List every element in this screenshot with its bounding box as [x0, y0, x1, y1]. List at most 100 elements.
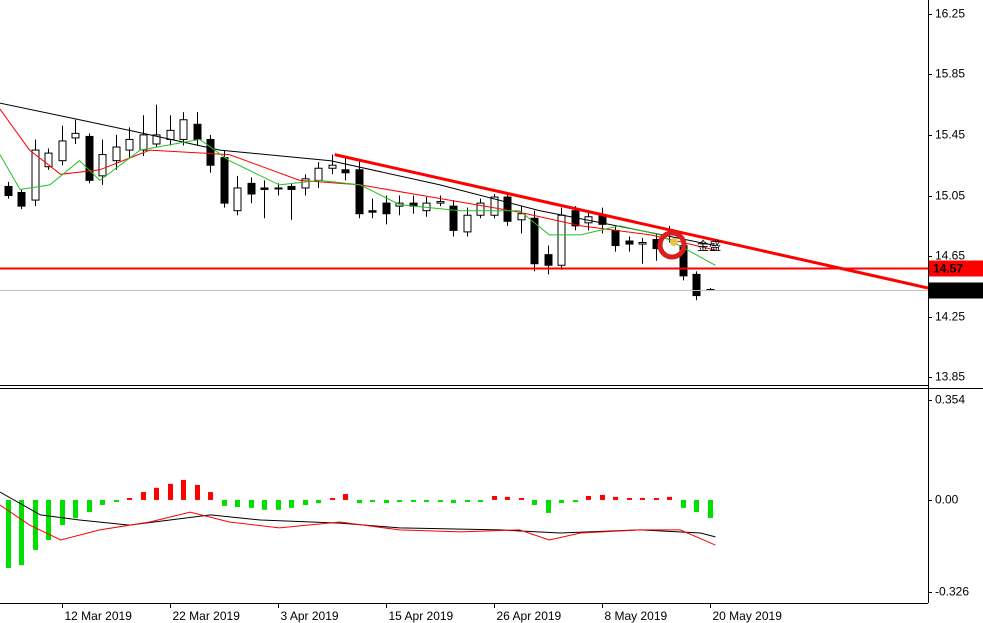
- candle-body: [341, 169, 350, 174]
- candle-body: [71, 132, 80, 139]
- histogram-bar: [546, 499, 551, 513]
- trend-line: [334, 153, 928, 290]
- indicator-line: [0, 108, 716, 251]
- candle-body: [517, 213, 526, 221]
- histogram-bar: [478, 499, 483, 502]
- candle-body: [206, 138, 215, 166]
- macd-panel: [0, 479, 716, 568]
- histogram-bar: [33, 499, 38, 550]
- candle-body: [260, 187, 269, 190]
- indicator-line: [0, 102, 716, 247]
- candle-body: [247, 182, 256, 195]
- candle-body: [287, 185, 296, 190]
- candle-body: [125, 138, 134, 151]
- y-tick-label: 14.65: [935, 249, 965, 263]
- logo-dot: [670, 238, 678, 246]
- candle-body: [328, 164, 337, 169]
- x-tick-label: 22 Mar 2019: [173, 609, 241, 623]
- price-panel: 金盛: [0, 102, 928, 301]
- histogram-bar: [60, 499, 65, 526]
- candle-body: [17, 192, 26, 207]
- y-tick-label: 16.25: [935, 7, 965, 21]
- candle-body: [436, 201, 445, 204]
- histogram-bar: [411, 499, 416, 502]
- candle-body: [220, 157, 229, 204]
- candle-body: [4, 185, 13, 197]
- histogram-bar: [492, 496, 497, 500]
- histogram-bar: [370, 499, 375, 502]
- histogram-bar: [573, 499, 578, 502]
- x-tick-label: 8 May 2019: [605, 609, 668, 623]
- candle-body: [692, 273, 701, 297]
- histogram-bar: [6, 499, 11, 568]
- candle-body: [112, 146, 121, 162]
- histogram-bar: [222, 499, 227, 506]
- candle-body: [638, 242, 647, 245]
- histogram-bar: [654, 497, 659, 500]
- histogram-bar: [289, 499, 294, 508]
- candle-body: [611, 229, 620, 247]
- candle-body: [503, 196, 512, 222]
- price-label: 14.57: [933, 262, 963, 276]
- candle-body: [44, 152, 53, 168]
- histogram-bar: [667, 496, 672, 500]
- x-tick-label: 3 Apr 2019: [281, 609, 339, 623]
- histogram-bar: [154, 487, 159, 500]
- x-tick-label: 12 Mar 2019: [65, 609, 133, 623]
- candle-body: [490, 196, 499, 216]
- y-tick-label: 14.25: [935, 310, 965, 324]
- candle-body: [166, 129, 175, 140]
- candle-body: [139, 134, 148, 151]
- x-tick-label: 26 Apr 2019: [497, 609, 562, 623]
- histogram-bar: [613, 496, 618, 500]
- candle-body: [58, 140, 67, 162]
- histogram-bar: [100, 499, 105, 506]
- price-label-bg: [929, 282, 983, 299]
- histogram-bar: [451, 499, 456, 504]
- histogram-bar: [600, 494, 605, 500]
- histogram-bar: [168, 483, 173, 500]
- candle-body: [557, 214, 566, 266]
- candle-body: [382, 202, 391, 215]
- logo-ring: [657, 230, 687, 260]
- price-label-bg: [929, 260, 983, 277]
- indicator-line: [0, 138, 716, 266]
- candle-body: [463, 214, 472, 233]
- price-label: 14.43: [933, 284, 963, 298]
- candle-body: [449, 205, 458, 231]
- histogram-bar: [397, 499, 402, 502]
- histogram-bar: [316, 499, 321, 504]
- histogram-bar: [73, 499, 78, 519]
- histogram-bar: [19, 499, 24, 566]
- histogram-bar: [114, 499, 119, 502]
- histogram-bar: [438, 499, 443, 502]
- axes: 16.25 15.85 15.45 15.05 14.65 14.25 13.85 12 Ma…: [62, 7, 983, 623]
- histogram-bar: [343, 494, 348, 500]
- histogram-bar: [330, 497, 335, 500]
- histogram-bar: [141, 492, 146, 500]
- watermark: 金盛: [697, 238, 721, 253]
- histogram-bar: [181, 479, 186, 500]
- candle-body: [31, 149, 40, 201]
- histogram-bar: [127, 497, 132, 500]
- candle-body: [85, 135, 94, 181]
- y-tick-label: 15.85: [935, 67, 965, 81]
- histogram-bar: [384, 499, 389, 504]
- x-tick-label: 20 May 2019: [713, 609, 783, 623]
- y-tick-label: 15.45: [935, 128, 965, 142]
- histogram-bar: [586, 496, 591, 500]
- histogram-bar: [559, 499, 564, 504]
- candle-body: [625, 240, 634, 245]
- y-tick-label: 0.00: [935, 493, 959, 507]
- histogram-bar: [276, 499, 281, 510]
- candle-body: [314, 167, 323, 181]
- histogram-bar: [681, 499, 686, 508]
- candle-body: [476, 202, 485, 216]
- histogram-bar: [532, 499, 537, 506]
- histogram-bar: [694, 499, 699, 513]
- histogram-bar: [424, 499, 429, 502]
- histogram-bar: [505, 496, 510, 500]
